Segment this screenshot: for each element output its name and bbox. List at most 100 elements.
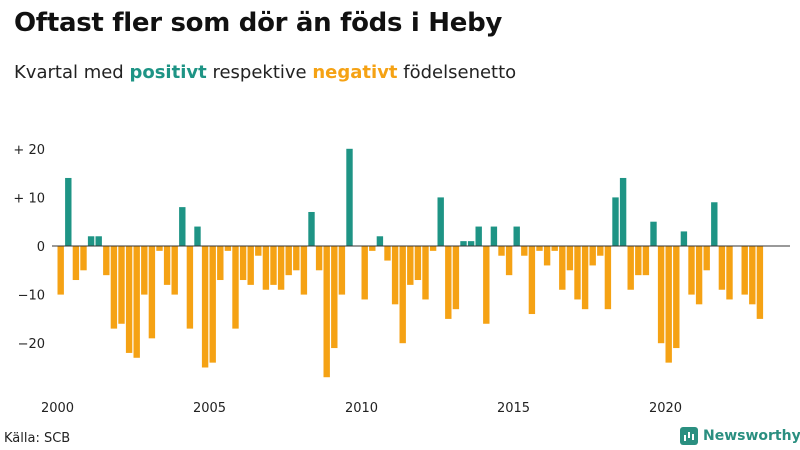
newsworthy-icon xyxy=(680,427,698,445)
bar xyxy=(695,246,703,305)
bar xyxy=(711,202,718,246)
bar xyxy=(551,246,558,251)
bar xyxy=(338,246,346,295)
x-tick-label: 2000 xyxy=(41,401,74,416)
x-tick-label: 2005 xyxy=(193,401,226,416)
y-tick-label: 0 xyxy=(37,240,45,255)
y-axis: + 20 + 10 0 −10 −20 xyxy=(13,143,45,352)
x-axis: 2000 2005 2010 2015 2020 xyxy=(41,401,682,416)
bar xyxy=(657,246,665,344)
bar xyxy=(749,246,756,305)
bar xyxy=(239,246,247,281)
y-tick-label: + 20 xyxy=(13,143,45,158)
bar xyxy=(376,236,384,246)
x-tick-label: 2010 xyxy=(345,401,378,416)
bar xyxy=(277,246,285,290)
x-tick-label: 2020 xyxy=(649,401,682,416)
bar xyxy=(201,246,209,368)
bar xyxy=(300,246,308,295)
bar xyxy=(536,246,543,251)
source-label: Källa: SCB xyxy=(4,431,71,446)
bar xyxy=(171,246,178,295)
bar xyxy=(270,246,277,285)
bar xyxy=(718,246,726,290)
bar xyxy=(589,246,596,266)
bar xyxy=(224,246,232,251)
bar xyxy=(452,246,460,310)
bar xyxy=(384,246,391,261)
bar xyxy=(308,211,315,246)
bar xyxy=(483,246,490,324)
bar xyxy=(703,246,710,271)
bar xyxy=(399,246,406,344)
bar xyxy=(612,197,619,246)
bar xyxy=(437,197,444,246)
bar xyxy=(574,246,581,300)
bar xyxy=(559,246,566,290)
bar xyxy=(87,236,95,246)
bar xyxy=(285,246,292,276)
bar xyxy=(65,177,72,246)
brand-logo: Newsworthy xyxy=(680,427,800,445)
subtitle-suffix: födelsenetto xyxy=(403,62,517,83)
bar xyxy=(498,246,505,256)
bar xyxy=(315,246,323,271)
y-tick-label: + 10 xyxy=(13,191,45,206)
bar xyxy=(627,246,634,290)
bar xyxy=(604,246,612,310)
bar xyxy=(680,231,688,246)
bar xyxy=(407,246,414,285)
bar xyxy=(293,246,300,271)
chart-title: Oftast fler som dör än föds i Heby xyxy=(14,8,503,38)
subtitle-positive: positivt xyxy=(129,62,207,83)
bar xyxy=(217,246,224,281)
y-tick-label: −10 xyxy=(18,289,45,304)
bar xyxy=(262,246,270,290)
bar xyxy=(194,226,201,246)
bar xyxy=(110,246,118,329)
bar xyxy=(346,148,353,246)
bar xyxy=(232,246,239,329)
bar xyxy=(543,246,551,266)
bar xyxy=(741,246,748,295)
bar xyxy=(505,246,513,276)
bar xyxy=(688,246,695,295)
bar xyxy=(475,226,482,246)
bar xyxy=(619,177,627,246)
subtitle-middle: respektive xyxy=(212,62,307,83)
bar xyxy=(72,246,80,281)
bar xyxy=(209,246,216,363)
bar xyxy=(467,241,475,246)
bar xyxy=(445,246,452,319)
bar xyxy=(247,246,254,285)
bar xyxy=(566,246,574,271)
bar xyxy=(118,246,125,324)
bars xyxy=(52,148,790,378)
bar xyxy=(756,246,764,319)
brand-name: Newsworthy xyxy=(703,428,800,444)
bar xyxy=(635,246,642,276)
bar xyxy=(148,246,156,339)
x-tick-label: 2015 xyxy=(497,401,530,416)
bar xyxy=(163,246,171,285)
bar xyxy=(581,246,589,310)
bar xyxy=(391,246,399,305)
bar xyxy=(422,246,429,300)
bar xyxy=(103,246,110,276)
bar xyxy=(521,246,528,256)
bar xyxy=(528,246,536,315)
subtitle-negative: negativt xyxy=(312,62,398,83)
bar xyxy=(642,246,650,276)
bar xyxy=(460,241,467,246)
chart-subtitle: Kvartal med positivt respektive negativt… xyxy=(14,62,516,83)
bar xyxy=(490,226,498,246)
bar xyxy=(597,246,604,256)
bar xyxy=(125,246,133,353)
bar xyxy=(665,246,672,363)
bar xyxy=(726,246,733,300)
bar-chart: + 20 + 10 0 −10 −20 2000 2005 2010 2015 2020 xyxy=(13,143,790,416)
subtitle-prefix: Kvartal med xyxy=(14,62,124,83)
bar xyxy=(361,246,368,300)
bar xyxy=(141,246,148,295)
y-tick-label: −20 xyxy=(18,337,45,352)
